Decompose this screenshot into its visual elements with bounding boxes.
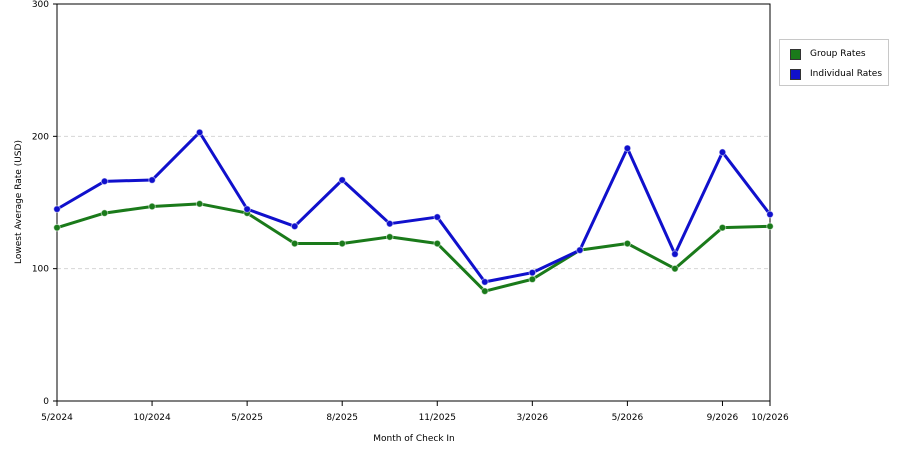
data-point: [195, 200, 204, 208]
data-point: [195, 128, 204, 137]
x-tick-label: 11/2025: [419, 413, 456, 423]
data-point: [385, 233, 394, 241]
data-point: [338, 239, 347, 248]
x-tick-label: 9/2026: [707, 413, 739, 423]
legend: Group Rates Individual Rates: [779, 39, 889, 86]
x-tick-label: 3/2026: [516, 413, 548, 423]
y-axis-title: Lowest Average Rate (USD): [14, 140, 24, 264]
data-point: [481, 287, 489, 295]
individual-rates-swatch: [790, 68, 801, 80]
data-point: [433, 239, 442, 248]
data-point: [623, 239, 632, 248]
x-tick-label: 5/2025: [231, 413, 263, 423]
data-point: [576, 246, 584, 254]
plot-frame: [56, 3, 771, 402]
data-point: [528, 275, 537, 284]
axes: [53, 3, 771, 406]
data-point: [148, 202, 156, 211]
data-point: [290, 222, 299, 231]
data-point: [528, 268, 537, 277]
data-point: [481, 278, 489, 286]
x-tick-label: 8/2025: [326, 413, 358, 423]
data-point: [53, 223, 61, 232]
legend-label-individual: Individual Rates: [810, 69, 883, 79]
data-point: [100, 209, 109, 217]
data-point: [671, 250, 679, 258]
data-point: [766, 210, 774, 219]
legend-label-group: Group Rates: [810, 49, 866, 59]
data-point: [100, 177, 109, 186]
grid-lines: [57, 135, 770, 270]
x-tick-label: 10/2026: [751, 413, 789, 423]
y-tick-label: 200: [32, 132, 49, 142]
series-lines: [53, 128, 774, 295]
x-tick-label: 10/2024: [133, 413, 171, 423]
data-point: [718, 148, 727, 157]
data-point: [671, 264, 679, 273]
data-point: [243, 205, 251, 213]
data-point: [385, 219, 394, 228]
data-point: [766, 222, 774, 231]
y-tick-label: 300: [32, 0, 49, 10]
y-tick-label: 0: [43, 397, 49, 407]
data-point: [53, 205, 61, 213]
data-point: [623, 144, 632, 153]
legend-item-group: Group Rates: [790, 47, 866, 61]
tick-labels: 0 100 200 300 5/2024 10/2024 5/2025 8/2025 11/20…: [32, 0, 789, 423]
series-line: [56, 130, 772, 284]
data-point: [718, 223, 727, 232]
data-point: [148, 176, 156, 184]
data-point: [433, 213, 442, 221]
group-rates-swatch: [790, 48, 801, 60]
data-point: [290, 239, 299, 248]
x-tick-label: 5/2024: [41, 413, 73, 423]
x-tick-label: 5/2026: [612, 413, 644, 423]
data-point: [338, 176, 347, 184]
legend-item-individual: Individual Rates: [790, 67, 882, 81]
series-line: [56, 202, 771, 293]
y-tick-label: 100: [32, 265, 49, 275]
x-axis-title: Month of Check In: [373, 434, 455, 444]
